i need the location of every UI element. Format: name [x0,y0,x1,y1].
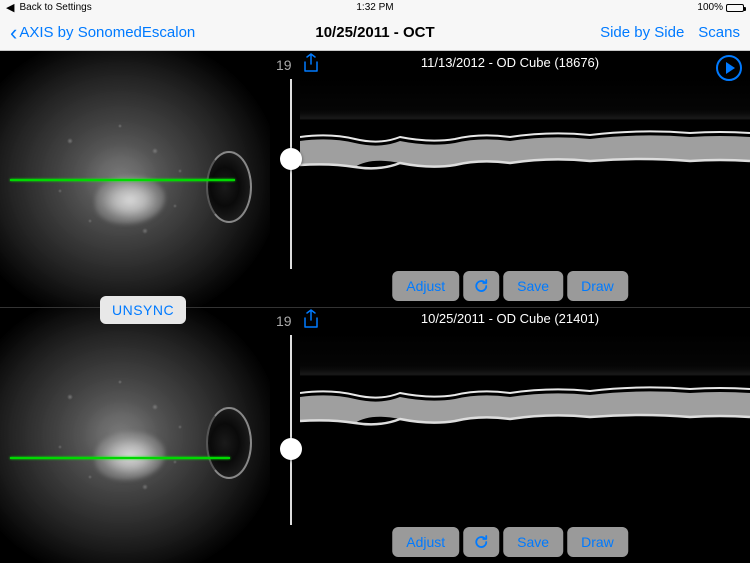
nav-back-label: AXIS by SonomedEscalon [19,24,195,41]
status-time: 1:32 PM [356,2,393,13]
unsync-button[interactable]: UNSYNC [100,296,186,324]
oct-header: 10/25/2011 - OD Cube (21401) [270,311,750,326]
play-button[interactable] [716,55,742,81]
fundus-panel-bottom[interactable] [0,307,270,563]
fundus-panel-top[interactable] [0,51,270,307]
refresh-icon [473,278,489,294]
battery-icon [726,4,744,12]
nav-bar: ‹ AXIS by SonomedEscalon 10/25/2011 - OC… [0,15,750,51]
battery-pct-label: 100% [697,2,723,13]
oct-panel-top: 19 11/13/2012 - OD Cube (18676) Ad [270,51,750,307]
oct-toolbar: Adjust Save Draw [392,527,628,557]
oct-header: 11/13/2012 - OD Cube (18676) [270,55,750,70]
status-battery: 100% [697,2,744,13]
slice-slider[interactable] [290,335,292,525]
refresh-button[interactable] [463,271,499,301]
scan-row-top: 19 11/13/2012 - OD Cube (18676) Ad [0,51,750,307]
scans-button[interactable]: Scans [698,24,740,41]
draw-button[interactable]: Draw [567,527,628,557]
scan-line-indicator[interactable] [10,179,235,181]
save-button[interactable]: Save [503,271,563,301]
content-area: 19 11/13/2012 - OD Cube (18676) Ad [0,51,750,563]
side-by-side-button[interactable]: Side by Side [600,24,684,41]
adjust-button[interactable]: Adjust [392,271,459,301]
chevron-left-icon: ◀ [6,1,14,14]
oct-toolbar: Adjust Save Draw [392,271,628,301]
status-back-label: Back to Settings [19,2,91,13]
nav-title: 10/25/2011 - OCT [315,24,434,41]
optic-disc [206,407,252,479]
slider-thumb[interactable] [280,438,302,460]
status-back-to-app[interactable]: ◀ Back to Settings [6,1,92,14]
slice-slider[interactable] [290,79,292,269]
status-bar: ◀ Back to Settings 1:32 PM 100% [0,0,750,15]
retina-layers [300,383,750,427]
retina-layers [300,127,750,171]
optic-disc [206,151,252,223]
draw-button[interactable]: Draw [567,271,628,301]
nav-back-button[interactable]: ‹ AXIS by SonomedEscalon [10,22,195,44]
save-button[interactable]: Save [503,527,563,557]
scan-line-indicator[interactable] [10,457,230,459]
oct-panel-bottom: 19 10/25/2011 - OD Cube (21401) Adjust [270,307,750,563]
scan-row-bottom: 19 10/25/2011 - OD Cube (21401) Adjust [0,307,750,563]
slider-thumb[interactable] [280,148,302,170]
chevron-left-icon: ‹ [10,22,17,44]
refresh-icon [473,534,489,550]
adjust-button[interactable]: Adjust [392,527,459,557]
refresh-button[interactable] [463,527,499,557]
